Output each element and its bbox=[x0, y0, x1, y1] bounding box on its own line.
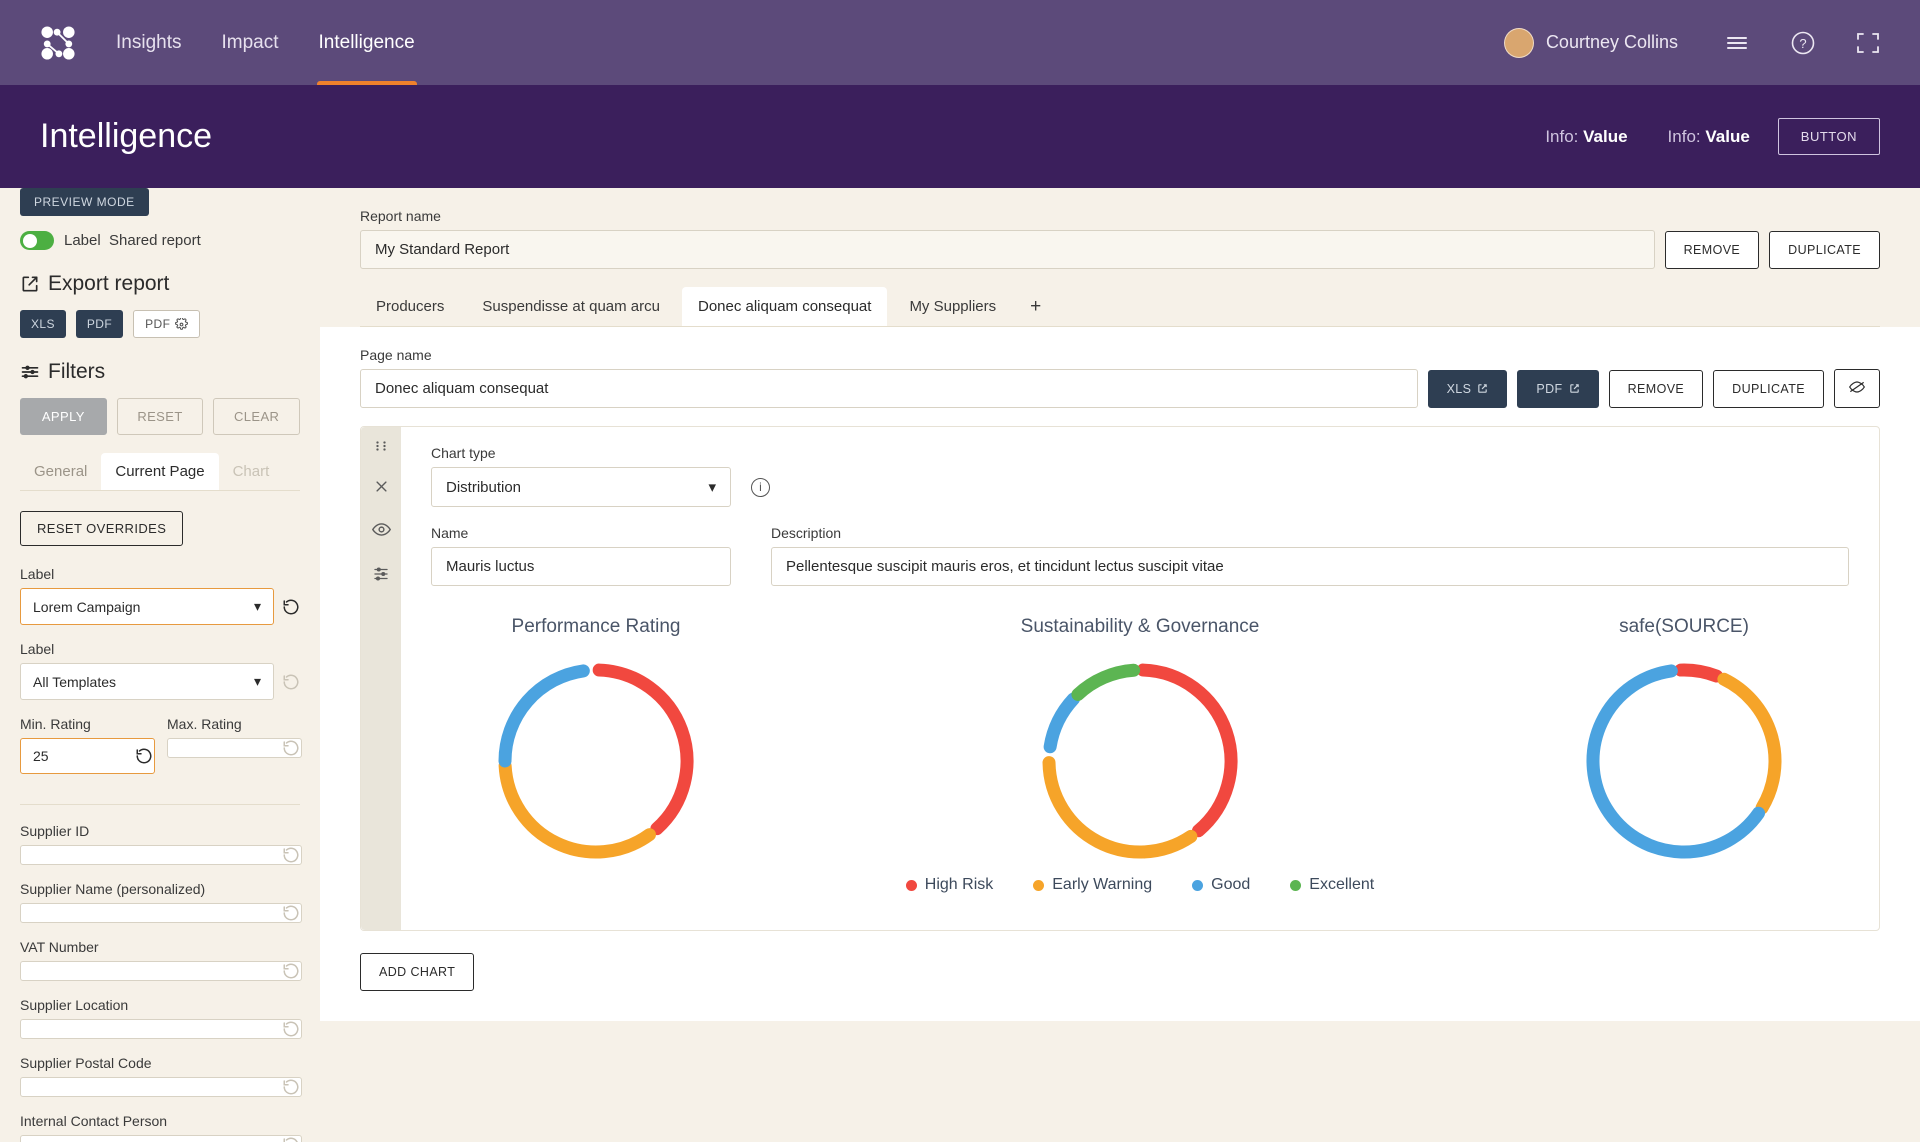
svg-text:?: ? bbox=[1799, 36, 1806, 51]
